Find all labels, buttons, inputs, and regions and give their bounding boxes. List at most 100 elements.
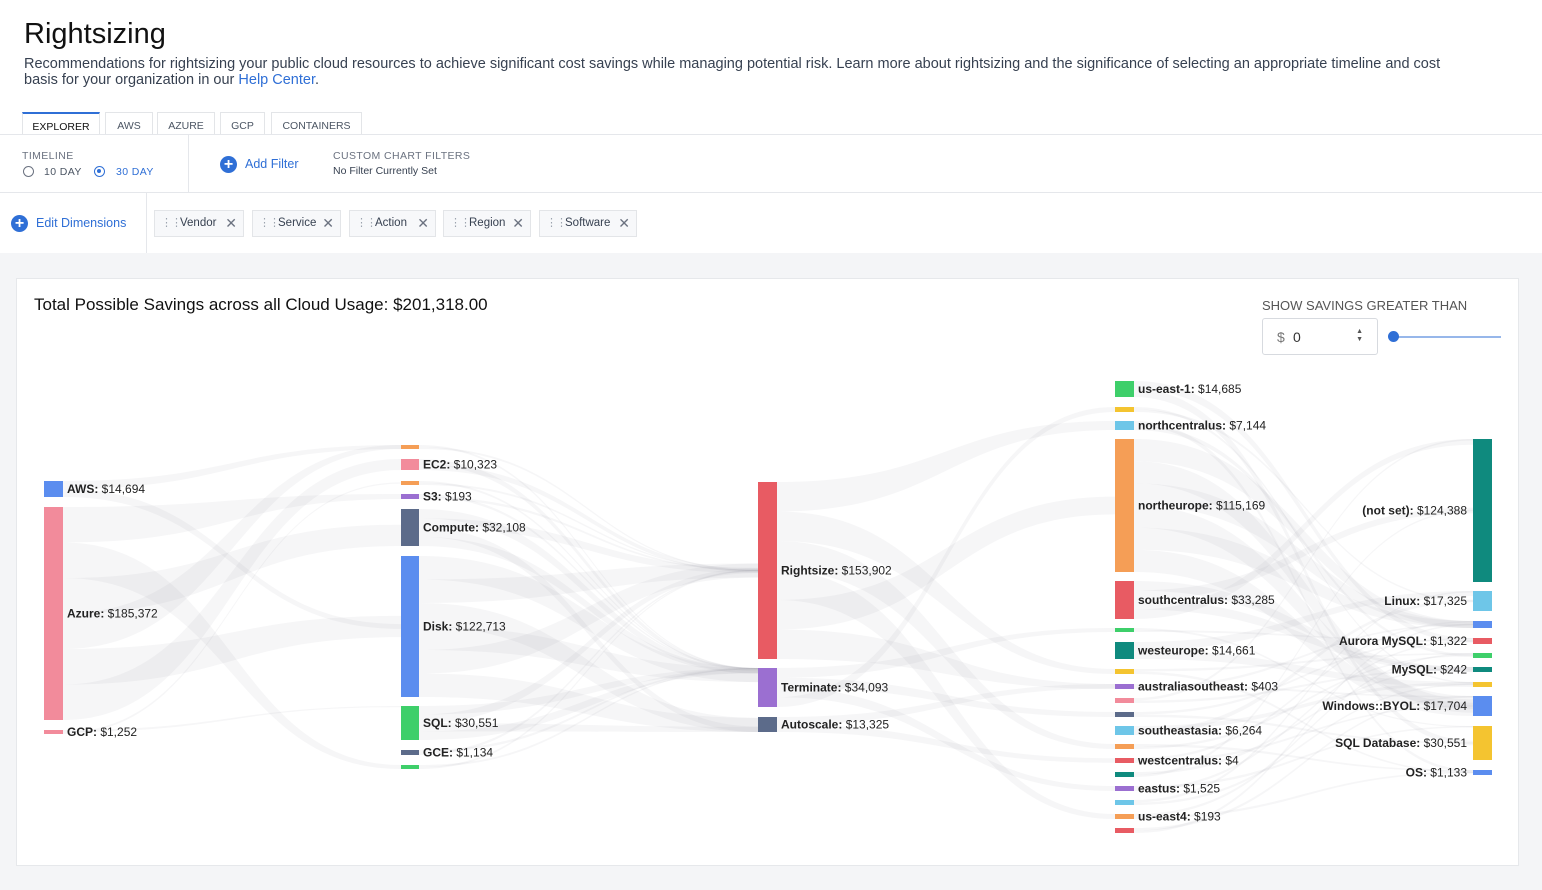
- tab-aws[interactable]: AWS: [105, 112, 153, 134]
- drag-handle-icon[interactable]: ⋮⋮: [450, 217, 471, 229]
- sankey-node-rightsize[interactable]: [758, 482, 777, 659]
- sankey-link[interactable]: [1134, 683, 1473, 805]
- sankey-link[interactable]: [1134, 425, 1473, 657]
- edit-dimensions-button[interactable]: Edit Dimensions: [36, 216, 127, 230]
- sankey-link[interactable]: [419, 447, 758, 572]
- sankey-link[interactable]: [1134, 527, 1473, 628]
- sankey-link[interactable]: [1134, 549, 1473, 716]
- close-icon[interactable]: ✕: [512, 215, 524, 231]
- sankey-link[interactable]: [1134, 600, 1473, 672]
- sankey-node-us-east-1[interactable]: [1115, 381, 1134, 397]
- sankey-link[interactable]: [1134, 409, 1473, 602]
- close-icon[interactable]: ✕: [618, 215, 630, 231]
- sankey-link[interactable]: [777, 677, 1115, 717]
- savings-slider-track[interactable]: [1393, 336, 1501, 338]
- sankey-link[interactable]: [777, 629, 1115, 690]
- sankey-link[interactable]: [1134, 439, 1473, 701]
- timeline-30day-label[interactable]: 30 DAY: [116, 166, 154, 178]
- timeline-10day-label[interactable]: 10 DAY: [44, 166, 82, 178]
- sankey-link[interactable]: [1134, 628, 1473, 728]
- sankey-link[interactable]: [419, 563, 758, 603]
- dimension-chip-service[interactable]: ⋮⋮ Service ✕: [252, 210, 341, 237]
- sankey-link[interactable]: [777, 684, 1115, 725]
- sankey-link[interactable]: [419, 481, 758, 670]
- sankey-link[interactable]: [1134, 671, 1473, 774]
- sankey-link[interactable]: [1134, 421, 1473, 773]
- sankey-link[interactable]: [63, 524, 401, 614]
- edit-dimensions-icon[interactable]: +: [11, 215, 28, 232]
- sankey-node-westcentralus[interactable]: [1115, 758, 1134, 763]
- sankey-link[interactable]: [1134, 667, 1473, 775]
- sankey-node-gce[interactable]: [401, 750, 419, 755]
- sankey-link[interactable]: [419, 509, 758, 674]
- add-filter-icon[interactable]: +: [220, 156, 237, 173]
- sankey-node-windows-byol[interactable]: [1473, 696, 1492, 716]
- sankey-node-sql-database[interactable]: [1473, 726, 1492, 760]
- sankey-link[interactable]: [419, 536, 758, 674]
- sankey-link[interactable]: [1134, 505, 1473, 710]
- sankey-link[interactable]: [419, 668, 758, 740]
- sankey-link[interactable]: [419, 494, 758, 670]
- sankey-link[interactable]: [419, 483, 758, 572]
- timeline-10day-radio[interactable]: [23, 166, 34, 177]
- tab-gcp[interactable]: GCP: [220, 112, 265, 134]
- sankey-node-s3[interactable]: [401, 494, 419, 499]
- sankey-node-northcentralus[interactable]: [1115, 421, 1134, 430]
- sankey-link[interactable]: [63, 482, 401, 734]
- sankey-link[interactable]: [1134, 591, 1473, 651]
- dimension-chip-region[interactable]: ⋮⋮ Region ✕: [443, 210, 531, 237]
- close-icon[interactable]: ✕: [322, 215, 334, 231]
- sankey-node-southeastasia[interactable]: [1115, 726, 1134, 735]
- sankey-link[interactable]: [1134, 439, 1473, 628]
- threshold-value[interactable]: 0: [1293, 329, 1301, 345]
- stepper-icon[interactable]: ▲ ▼: [1356, 328, 1363, 343]
- sankey-node-northeurope[interactable]: [1115, 439, 1134, 572]
- sankey-node-terminate[interactable]: [758, 668, 777, 707]
- sankey-node-unlabeled[interactable]: [1115, 628, 1134, 632]
- dimension-chip-software[interactable]: ⋮⋮ Software ✕: [539, 210, 637, 237]
- sankey-node-unlabeled[interactable]: [401, 481, 419, 485]
- tab-explorer[interactable]: EXPLORER: [22, 112, 100, 134]
- sankey-link[interactable]: [1134, 684, 1473, 698]
- sankey-link[interactable]: [1134, 389, 1473, 746]
- dimension-chip-action[interactable]: ⋮⋮ Action ✕: [349, 210, 436, 237]
- sankey-link[interactable]: [419, 527, 758, 733]
- sankey-link[interactable]: [777, 407, 1115, 707]
- sankey-link[interactable]: [1134, 509, 1473, 777]
- sankey-link[interactable]: [419, 668, 758, 753]
- sankey-link[interactable]: [1134, 507, 1473, 600]
- sankey-link[interactable]: [419, 459, 758, 672]
- sankey-link[interactable]: [1134, 640, 1473, 791]
- sankey-node-unlabeled[interactable]: [1115, 772, 1134, 777]
- sankey-node-unlabeled[interactable]: [401, 445, 419, 449]
- savings-threshold-input[interactable]: $ 0 ▲ ▼: [1262, 318, 1378, 355]
- sankey-node-unlabeled[interactable]: [1115, 828, 1134, 833]
- sankey-node-unlabeled[interactable]: [1115, 669, 1134, 674]
- timeline-30day-radio[interactable]: [94, 166, 105, 177]
- sankey-link[interactable]: [63, 615, 401, 685]
- drag-handle-icon[interactable]: ⋮⋮: [161, 217, 182, 229]
- sankey-node-compute[interactable]: [401, 509, 419, 546]
- sankey-link[interactable]: [777, 421, 1115, 512]
- help-center-link[interactable]: Help Center: [238, 72, 315, 88]
- sankey-link[interactable]: [777, 570, 1115, 820]
- sankey-link[interactable]: [419, 569, 758, 769]
- sankey-link[interactable]: [1134, 581, 1473, 672]
- sankey-node-unlabeled[interactable]: [1473, 682, 1492, 687]
- sankey-link[interactable]: [1134, 653, 1473, 672]
- drag-handle-icon[interactable]: ⋮⋮: [356, 217, 377, 229]
- sankey-node-unlabeled[interactable]: [1115, 698, 1134, 703]
- sankey-node-os[interactable]: [1473, 770, 1492, 775]
- sankey-link[interactable]: [1134, 714, 1473, 744]
- sankey-link[interactable]: [777, 724, 1115, 763]
- dimension-chip-vendor[interactable]: ⋮⋮ Vendor ✕: [154, 210, 244, 237]
- close-icon[interactable]: ✕: [417, 215, 429, 231]
- sankey-link[interactable]: [1134, 638, 1473, 715]
- sankey-link[interactable]: [1134, 653, 1473, 817]
- sankey-link[interactable]: [419, 563, 758, 674]
- sankey-link[interactable]: [1134, 630, 1473, 642]
- sankey-link[interactable]: [1134, 650, 1473, 688]
- sankey-link[interactable]: [419, 445, 758, 670]
- sankey-link[interactable]: [1134, 705, 1473, 763]
- sankey-link[interactable]: [1134, 696, 1473, 831]
